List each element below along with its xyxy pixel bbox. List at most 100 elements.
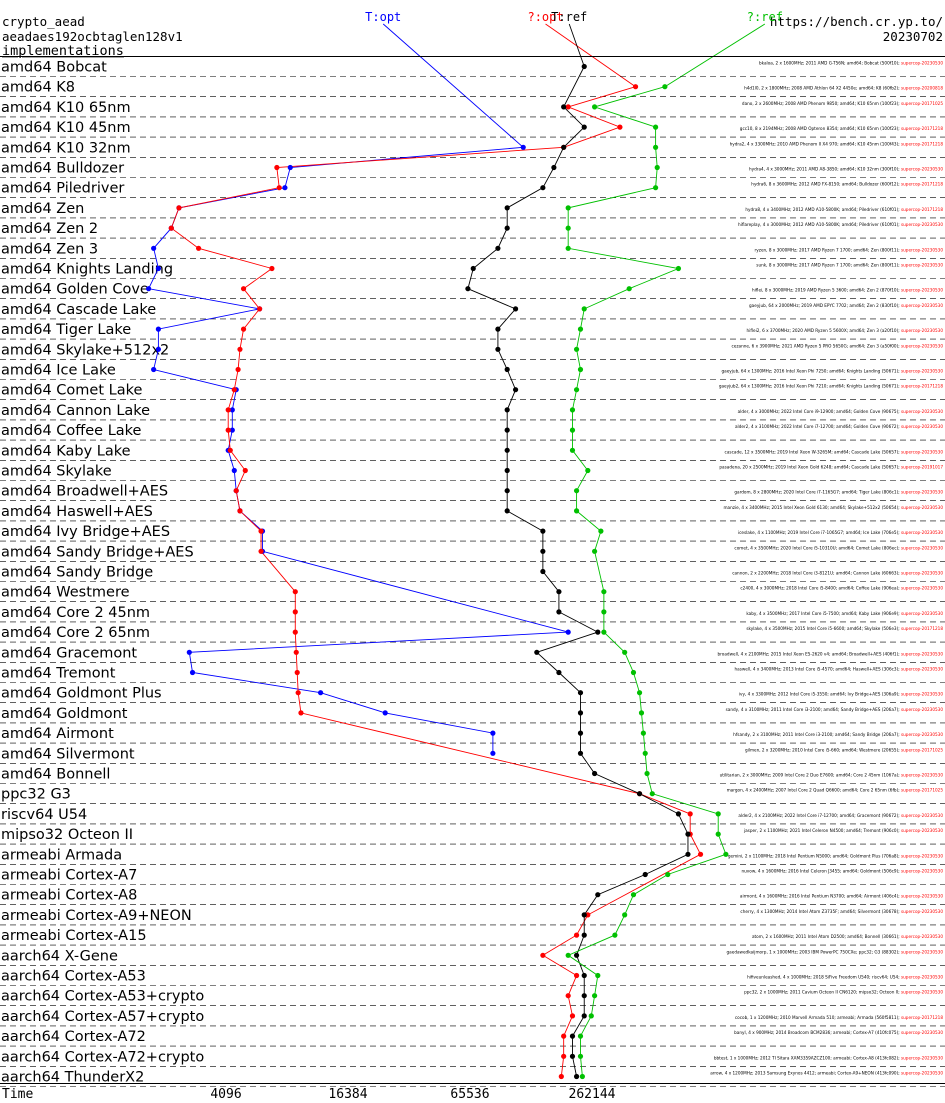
legend-leader <box>568 23 585 67</box>
row-annotation: sandy, 4 x 3100MHz; 2011 Intel Core i3-2… <box>726 707 944 712</box>
row-label: amd64 Zen 2 <box>1 221 98 237</box>
annotation-machine: gaeyjub2, 64 x 1300MHz; 2016 Intel Xeon … <box>719 384 901 389</box>
data-point-q-ref <box>577 366 584 373</box>
row-label: amd64 Zen 3 <box>1 241 98 257</box>
annotation-version: supercop-20230530 <box>901 651 943 656</box>
data-point-t-opt <box>151 366 157 373</box>
data-point-q-ref <box>630 669 637 676</box>
annotation-version: supercop-20191017 <box>901 465 943 470</box>
row-label: amd64 Kaby Lake <box>1 443 131 459</box>
annotation-machine: haswell, 4 x 3400MHz; 2013 Intel Core i5… <box>734 667 900 672</box>
row-label: amd64 Coffee Lake <box>1 423 142 439</box>
x-tick-label: 262144 <box>569 1087 616 1102</box>
row-label: amd64 Skylake+512x2 <box>1 342 169 358</box>
annotation-version: supercop-20171218 <box>901 384 943 389</box>
data-point-q-opt <box>561 1033 567 1039</box>
annotation-version: supercop-20171218 <box>901 126 943 131</box>
annotation-version: supercop-20230530 <box>901 853 943 858</box>
legend-label: ?:opt <box>527 10 563 24</box>
data-point-q-opt <box>274 164 280 171</box>
data-point-q-opt <box>237 346 243 352</box>
data-point-t-ref <box>636 791 643 797</box>
data-point-t-ref <box>581 972 587 979</box>
data-point-t-opt <box>317 690 324 696</box>
row-annotation: cezanne, 6 x 3900MHz; 2021 AMD Ryzen 5 P… <box>731 343 943 348</box>
annotation-version: supercop-20230530 <box>901 247 943 252</box>
row-label: amd64 Cascade Lake <box>1 302 156 318</box>
data-point-q-opt <box>240 286 247 292</box>
row-annotation: alder2, 4 x 2100MHz; 2022 Intel Core i7-… <box>738 813 943 818</box>
row-annotation: alder2, 4 x 3100MHz; 2022 Intel Core i7-… <box>735 424 943 429</box>
annotation-machine: gemini, 2 x 1100MHz; 2018 Intel Pentium … <box>728 853 901 858</box>
data-point-t-ref <box>581 912 587 918</box>
annotation-version: supercop-20230530 <box>901 571 943 576</box>
data-point-q-ref <box>601 609 607 615</box>
data-point-q-ref <box>638 710 645 716</box>
annotation-machine: c2400, 4 x 3000MHz; 2018 Intel Core i5-8… <box>740 586 901 591</box>
data-point-q-ref <box>630 892 637 898</box>
annotation-version: supercop-20230530 <box>901 328 943 333</box>
row-annotation: cascade, 12 x 3500MHz; 2019 Intel Xeon W… <box>725 449 944 454</box>
data-point-q-opt <box>292 629 298 635</box>
annotation-version: supercop-20230530 <box>901 828 943 833</box>
row-annotation: margon, 4 x 2400MHz; 2007 Intel Core 2 Q… <box>727 788 944 793</box>
row-annotation: manzie, 4 x 3400MHz; 2015 Intel Xeon Gol… <box>723 505 943 510</box>
data-point-t-ref <box>581 932 587 938</box>
legend-leader <box>664 23 766 88</box>
data-point-q-ref <box>588 1013 594 1019</box>
annotation-machine: cocob, 1 x 1200MHz; 2010 Marvell Armada … <box>735 1015 901 1020</box>
row-label: aarch64 ThunderX2 <box>1 1070 144 1086</box>
annotation-machine: hydra6, 8 x 3600MHz; 2012 AMD FX-8150; a… <box>751 182 901 187</box>
row-annotation: hfsandy, 2 x 3100MHz; 2011 Intel Core i3… <box>733 732 943 737</box>
data-point-t-ref <box>495 245 501 251</box>
implementations-link[interactable]: implementations <box>2 43 124 59</box>
annotation-machine: cezanne, 6 x 3900MHz; 2021 AMD Ryzen 5 P… <box>731 343 901 348</box>
row-annotation: hydra4, 4 x 3000MHz; 2011 AMD A8-3850; a… <box>749 167 943 172</box>
annotation-machine: bkaloa, 2 x 1600MHz; 2011 AMD G-T56N; am… <box>759 61 901 66</box>
annotation-machine: sandy, 4 x 3100MHz; 2011 Intel Core i3-2… <box>726 707 901 712</box>
data-point-q-ref <box>591 104 598 110</box>
row-annotation: h4d1l0, 2 x 1800MHz; 2008 AMD Athlon 64 … <box>744 86 943 91</box>
annotation-machine: hydra4, 4 x 3000MHz; 2011 AMD A8-3850; a… <box>749 167 901 172</box>
row-label: aarch64 Cortex-A72+crypto <box>1 1049 204 1065</box>
data-point-t-ref <box>642 871 648 878</box>
x-tick-label: 65536 <box>450 1087 489 1102</box>
row-label: amd64 Bonnell <box>1 767 110 783</box>
annotation-version: supercop-20230530 <box>901 369 943 374</box>
row-annotation: iceslake, 4 x 1100MHz; 2019 Intel Core i… <box>738 530 943 535</box>
data-point-t-ref <box>504 205 510 211</box>
row-label: amd64 Ice Lake <box>1 363 116 379</box>
row-label: armeabi Cortex-A9+NEON <box>1 908 192 924</box>
legend-label: ?:ref <box>747 10 783 24</box>
row-label: amd64 Airmont <box>1 726 114 742</box>
annotation-version: supercop-20230530 <box>901 1030 943 1035</box>
annotation-version: supercop-20230530 <box>901 288 943 293</box>
annotation-machine: gaedawedkaijmorp, 1 x 1000MHz; 2003 IBM … <box>727 949 901 954</box>
data-point-q-opt <box>227 447 233 453</box>
data-point-q-ref <box>585 467 591 474</box>
data-point-q-opt <box>225 407 231 413</box>
data-point-t-ref <box>577 750 584 756</box>
annotation-version: supercop-20230530 <box>901 263 943 268</box>
row-annotation: skylake, 4 x 3500MHz; 2015 Intel Core i5… <box>746 626 943 631</box>
row-label: aarch64 Cortex-A57+crypto <box>1 1009 204 1025</box>
annotation-machine: ryzen, 8 x 3000MHz; 2017 AMD Ryzen 7 170… <box>755 247 901 252</box>
row-label: amd64 Comet Lake <box>1 383 142 399</box>
row-annotation: comet, 4 x 3500MHz; 2020 Intel Core i5-1… <box>734 545 943 550</box>
row-annotation: hydra6, 8 x 3600MHz; 2012 AMD FX-8150; a… <box>751 182 943 187</box>
annotation-machine: manzie, 4 x 3400MHz; 2015 Intel Xeon Gol… <box>723 505 901 510</box>
annotation-machine: alder2, 4 x 2100MHz; 2022 Intel Core i7-… <box>738 813 901 818</box>
annotation-machine: jasper, 2 x 1100MHz; 2021 Intel Celeron … <box>743 828 901 833</box>
legend-leader <box>545 23 636 88</box>
row-annotation: hiflareplay, 4 x 3000MHz; 2012 AMD A10-5… <box>738 222 943 227</box>
series-line-q-opt <box>170 86 702 1077</box>
data-point-q-opt <box>237 508 243 514</box>
annotation-machine: bbtest, 1 x 1000MHz; 2012 TI Sitara XAM3… <box>714 1055 901 1060</box>
row-annotation: sunk, 8 x 3000MHz; 2017 AMD Ryzen 7 1700… <box>756 263 943 268</box>
data-point-t-ref <box>556 589 562 595</box>
row-annotation: gaedawedkaijmorp, 1 x 1000MHz; 2003 IBM … <box>727 949 944 954</box>
row-label: mipso32 Octeon II <box>1 827 133 843</box>
data-point-q-opt <box>293 649 299 655</box>
data-point-q-ref <box>573 488 580 494</box>
data-point-q-opt <box>292 609 298 615</box>
